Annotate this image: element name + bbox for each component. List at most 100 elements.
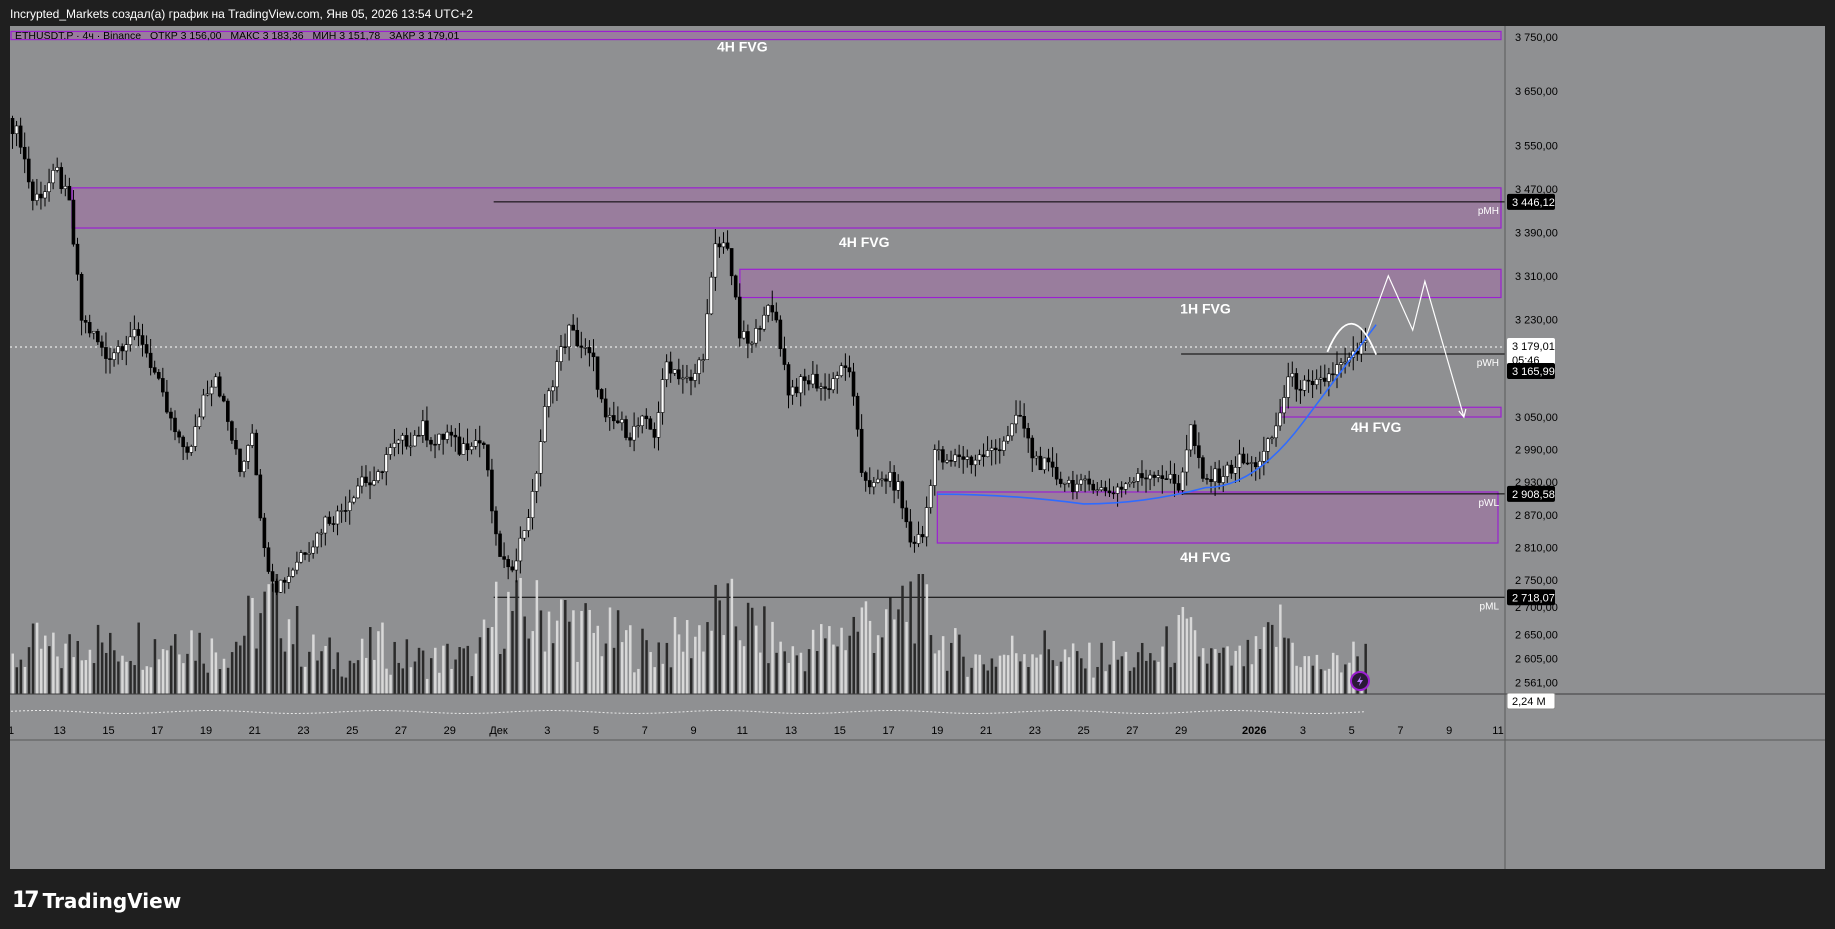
volume-bar (31, 623, 35, 694)
candle-body (429, 439, 433, 445)
volume-bar (222, 658, 226, 694)
volume-bar (673, 617, 677, 694)
volume-bar (945, 670, 949, 694)
candle-body (1282, 397, 1286, 414)
volume-bar (113, 650, 116, 694)
level-label-pwl: pWL (1478, 498, 1499, 509)
candle-body (416, 434, 421, 437)
x-tick-label: 21 (980, 725, 992, 737)
volume-bar (763, 606, 766, 694)
candle-body (339, 510, 344, 512)
candle-body (18, 125, 23, 148)
volume-bar (576, 661, 579, 694)
candle-body (587, 347, 592, 354)
candle-body (1201, 457, 1205, 479)
candle-body (672, 369, 677, 374)
volume-bar (194, 660, 197, 694)
volume-bar (1092, 677, 1095, 694)
candle-body (863, 472, 868, 481)
fvg-zone-2 (739, 268, 1502, 299)
level-tag-pwh-bg (1507, 363, 1555, 380)
volume-bar (677, 634, 681, 694)
volume-bar (1193, 630, 1197, 694)
footer-branding[interactable]: 17 TradingView (12, 888, 181, 913)
volume-bar (344, 677, 348, 694)
candle-body (1095, 489, 1100, 492)
x-tick-label: 29 (444, 725, 456, 737)
candle-body (1188, 424, 1193, 451)
volume-bar (986, 670, 990, 694)
candle-body (392, 442, 397, 448)
volume-bar (429, 658, 433, 694)
candle-body (120, 346, 124, 352)
candle-body (351, 497, 356, 503)
replay-button[interactable] (1350, 671, 1370, 691)
candle-body (1018, 414, 1022, 417)
candle-body (872, 482, 876, 488)
x-tick-label: 27 (395, 725, 407, 737)
candle-body (408, 445, 413, 448)
candle-body (1164, 478, 1169, 480)
candle-body (221, 395, 226, 402)
x-tick-label: 23 (1029, 725, 1041, 737)
time-axis[interactable]: 1 13 15 17 19 21 23 25 27 29 Дек 3 5 7 9 11 13 15 17 19 21 23… (10, 725, 1504, 737)
volume-bar (1136, 652, 1140, 694)
candle-body (892, 472, 896, 491)
chart-frame[interactable]: 4H FVG 4H FVG 1H FVG 4H FVG 4H FVG pMH pWH pWL… (10, 26, 1825, 869)
volume-bar (1327, 668, 1331, 694)
candle-body (39, 193, 43, 199)
candle-body (1225, 464, 1230, 477)
legend-open-label: ОТКР (150, 30, 178, 42)
volume-bar (161, 649, 165, 694)
volume-bar (72, 657, 75, 694)
volume-bar (1266, 622, 1270, 694)
x-tick-label: 3 (1300, 725, 1306, 737)
candle-body (1152, 474, 1156, 478)
candle-body (1176, 483, 1181, 491)
candle-body (461, 443, 466, 455)
volume-bar (369, 627, 372, 694)
fvg-zone-1 (71, 187, 1502, 229)
candle-body (1026, 428, 1031, 439)
candle-body (827, 388, 831, 391)
level-tag-pmh: 3 446,12 (1512, 197, 1555, 209)
volume-bar (434, 647, 437, 694)
candle-body (1245, 462, 1250, 465)
candle-body (59, 167, 64, 190)
volume-bar (409, 667, 413, 694)
x-tick-label: 19 (931, 725, 943, 737)
candle-body (660, 379, 665, 413)
legend-close: 3 179,01 (418, 30, 459, 42)
volume-bar (1222, 647, 1225, 694)
x-tick-label: 17 (882, 725, 894, 737)
price-chart[interactable]: 4H FVG 4H FVG 1H FVG 4H FVG 4H FVG pMH pWH pWL… (10, 26, 1825, 869)
volume-bar (198, 632, 201, 694)
volume-bar (828, 626, 831, 694)
candle-body (835, 375, 840, 379)
volume-bar (234, 641, 238, 694)
x-tick-label: 17 (151, 725, 163, 737)
candle-body (993, 447, 998, 451)
level-tag-pwl-bg (1507, 485, 1555, 502)
volume-bar (186, 653, 189, 694)
volume-bar (1303, 656, 1306, 694)
chart-header-title: Incrypted_Markets создал(а) график на Tr… (10, 7, 473, 21)
candle-body (278, 579, 283, 593)
candle-body (786, 364, 791, 396)
candle-body (612, 415, 616, 422)
candle-body (286, 576, 291, 583)
volume-bar (750, 607, 754, 694)
candle-body (477, 440, 482, 444)
candle-body (1172, 474, 1177, 484)
candle-body (71, 199, 76, 245)
volume-bar (137, 622, 140, 694)
volume-bar (966, 676, 969, 694)
x-tick-label: 5 (593, 725, 599, 737)
volume-bar (1344, 664, 1347, 694)
candle-body (400, 435, 405, 441)
candle-body (839, 365, 844, 376)
level-tag-pmh-bg (1507, 193, 1555, 210)
candle-body (347, 501, 352, 511)
candle-body (705, 313, 710, 360)
volume-tag-bg (1506, 692, 1556, 710)
